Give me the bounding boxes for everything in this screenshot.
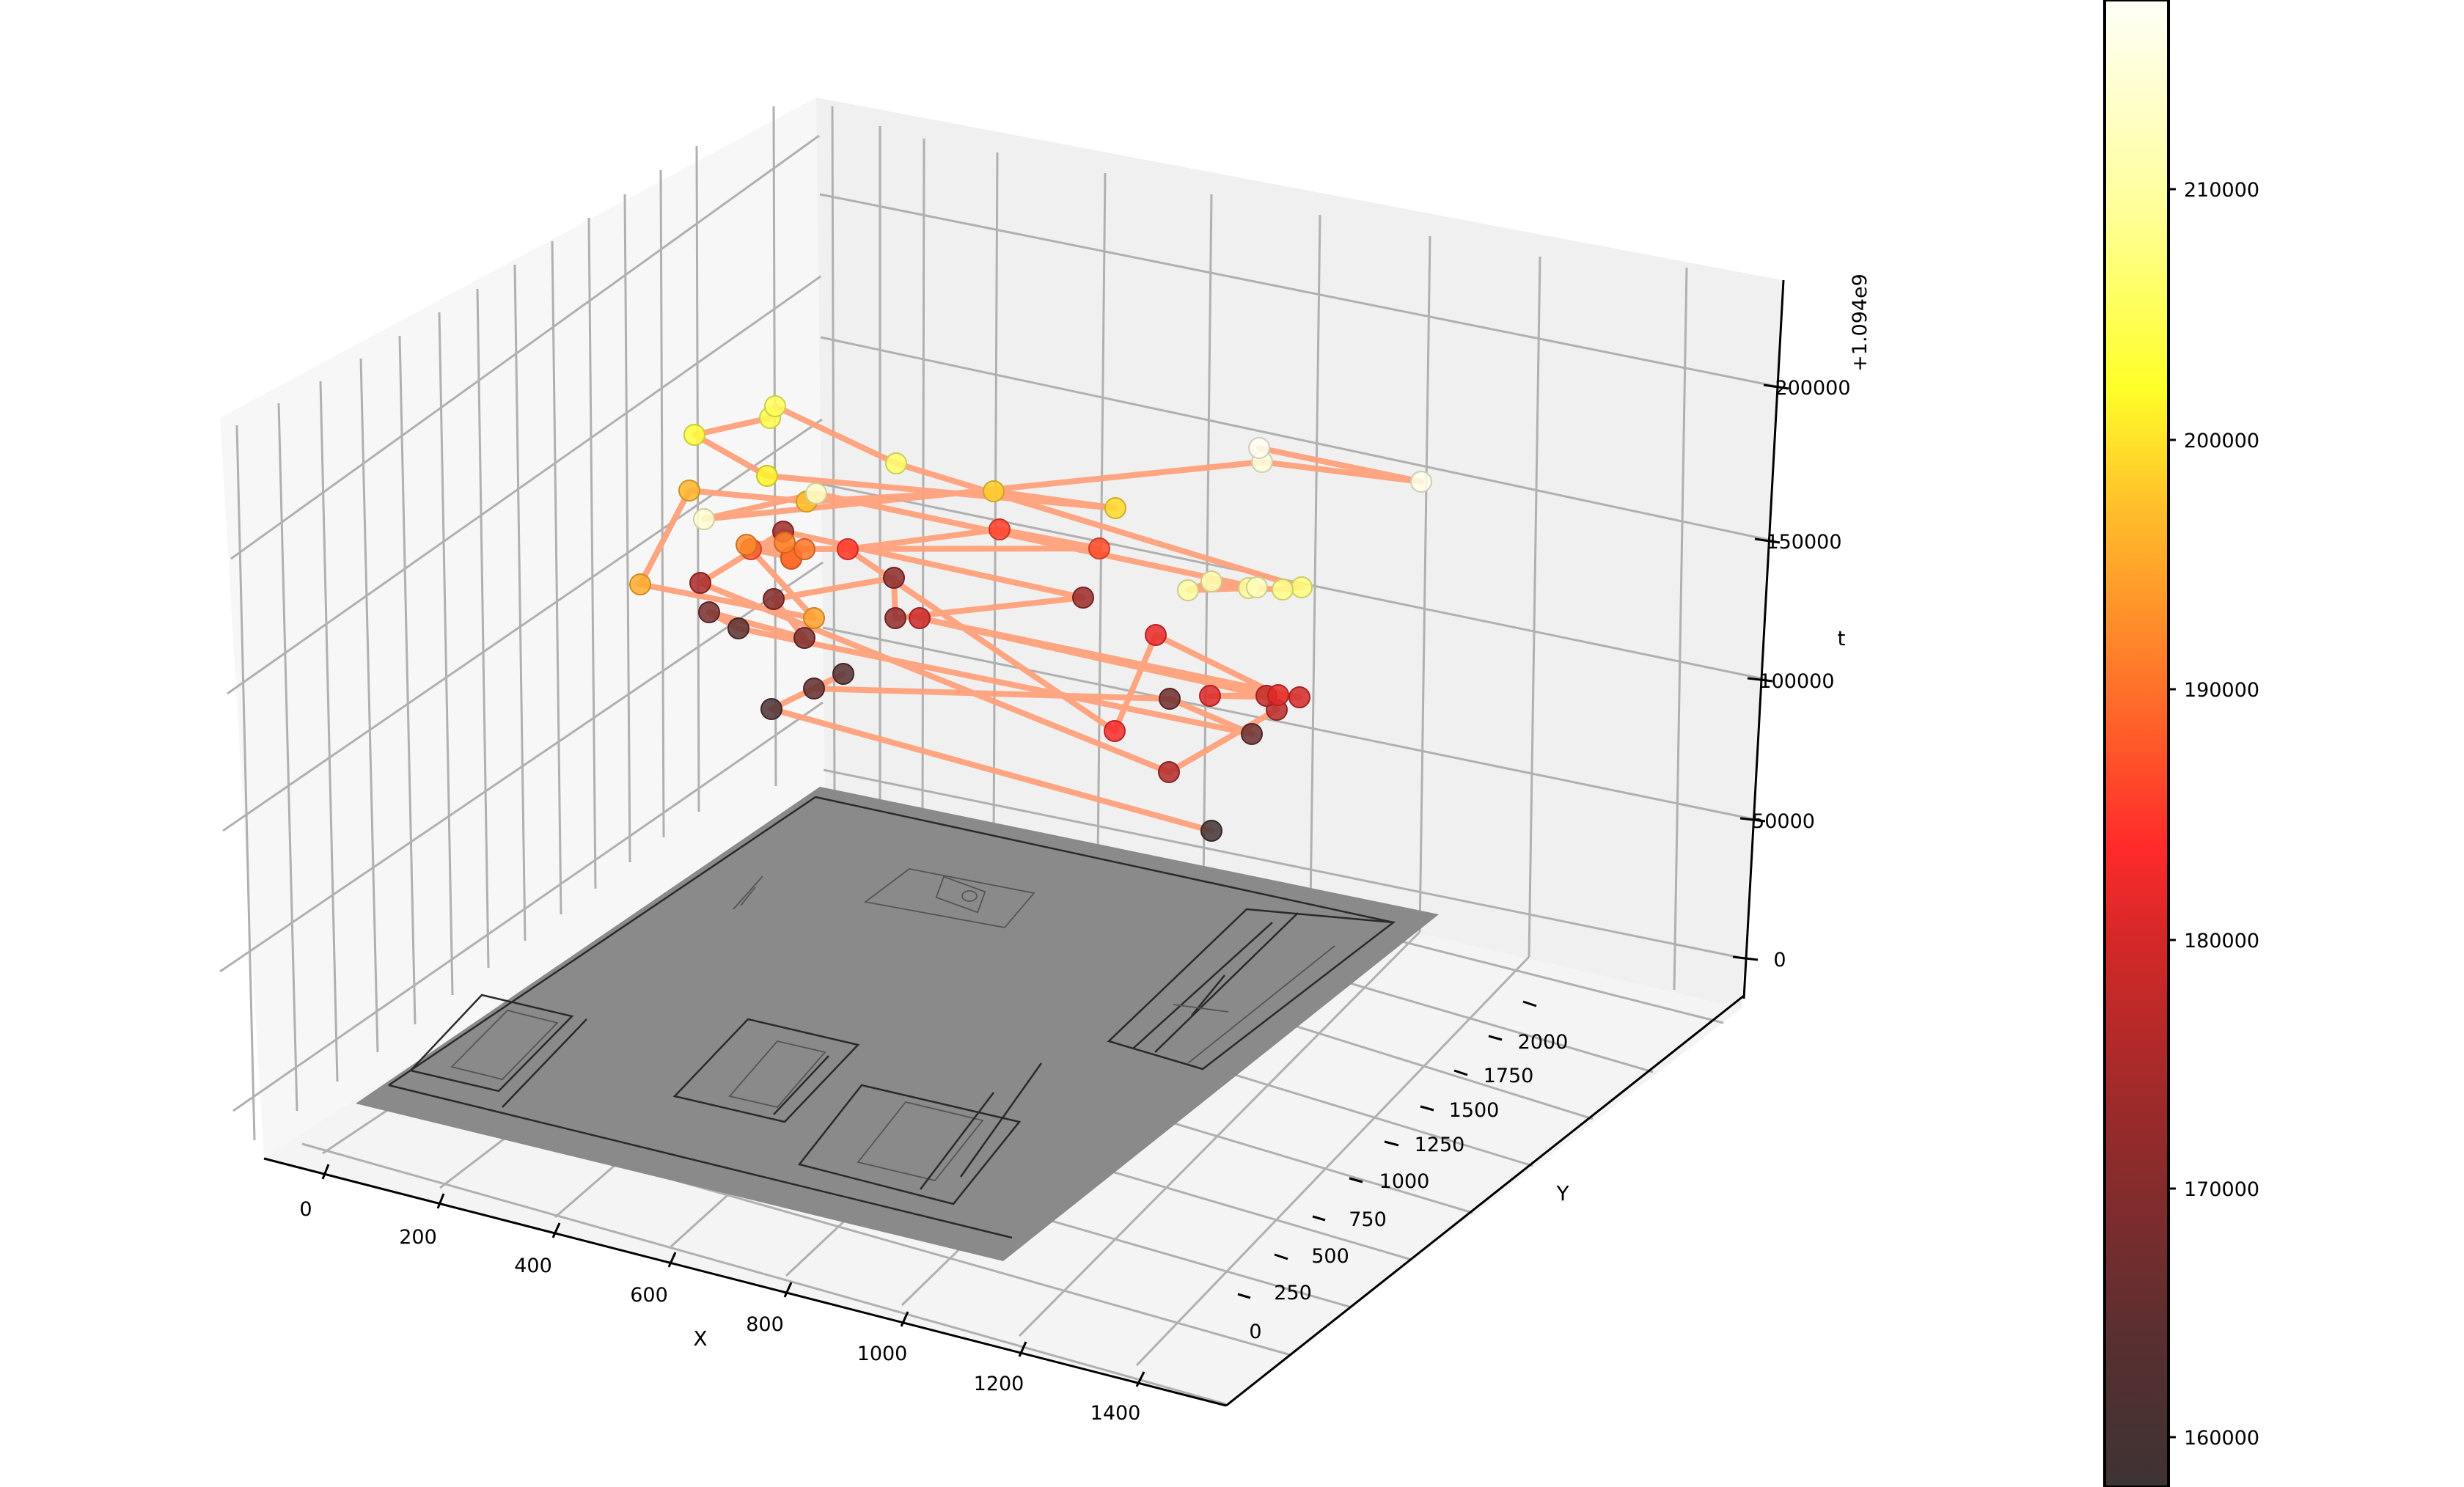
- data-point-marker: [1072, 587, 1094, 609]
- svg-text:0: 0: [1249, 1321, 1261, 1343]
- svg-text:800: 800: [746, 1313, 784, 1336]
- colorbar-tick-160000: 160000: [2184, 1427, 2259, 1450]
- data-point-marker: [764, 395, 786, 417]
- data-point-marker: [909, 607, 931, 629]
- x-axis-ticks: [321, 1164, 1145, 1387]
- svg-text:50000: 50000: [1752, 810, 1815, 833]
- data-point-marker: [1291, 576, 1313, 598]
- data-point-marker: [1246, 576, 1268, 598]
- data-point-marker: [727, 617, 749, 639]
- data-point-marker: [683, 424, 705, 446]
- x-axis-tick-labels: 0 200 400 600 800 1000 1200 1400: [299, 1198, 1140, 1425]
- back-pane: [816, 98, 1782, 1008]
- data-point-marker: [1200, 570, 1222, 592]
- data-point-marker: [1104, 720, 1126, 742]
- svg-text:200: 200: [399, 1226, 437, 1249]
- data-point-marker: [678, 480, 700, 502]
- data-point-marker: [1104, 497, 1126, 519]
- y-axis-ticks: [1237, 1000, 1537, 1299]
- colorbar-tick-180000: 180000: [2184, 930, 2259, 952]
- svg-text:400: 400: [514, 1255, 552, 1277]
- data-point-marker: [884, 607, 906, 629]
- z-axis-offset-label: +1.094e9: [1849, 273, 1871, 372]
- data-point-marker: [693, 508, 715, 530]
- svg-text:1000: 1000: [1379, 1170, 1430, 1193]
- left-pane: [220, 98, 825, 1159]
- colorbar-tick-170000: 170000: [2184, 1178, 2259, 1201]
- data-point-marker: [1159, 688, 1181, 710]
- data-point-marker: [983, 480, 1005, 502]
- data-point-marker: [629, 573, 651, 595]
- svg-text:1250: 1250: [1415, 1134, 1465, 1156]
- data-point-marker: [805, 482, 827, 504]
- data-point-marker: [883, 567, 905, 589]
- data-point-marker: [885, 452, 907, 474]
- data-point-marker: [832, 663, 854, 685]
- data-point-marker: [1288, 686, 1310, 708]
- y-axis-label: Y: [1555, 1181, 1569, 1205]
- data-point-marker: [837, 538, 859, 560]
- data-point-marker: [760, 698, 782, 720]
- axis-lines: [263, 279, 1785, 1407]
- data-point-marker: [756, 465, 778, 487]
- floor-plan-image: [356, 787, 1439, 1261]
- data-point-marker: [793, 627, 815, 649]
- data-point-marker: [1272, 579, 1294, 601]
- data-point-marker: [1177, 579, 1199, 601]
- svg-text:1750: 1750: [1484, 1065, 1534, 1087]
- y-axis-line: [1225, 994, 1745, 1407]
- data-point-marker: [1248, 437, 1270, 459]
- svg-text:500: 500: [1311, 1245, 1349, 1268]
- z-axis-tick-labels: 0 50000 100000 150000 200000: [1752, 377, 1850, 972]
- svg-text:0: 0: [299, 1198, 312, 1221]
- data-point-marker: [698, 601, 720, 623]
- z-axis-line: [1742, 279, 1785, 999]
- data-point-marker: [989, 518, 1011, 540]
- data-point-marker: [774, 532, 796, 554]
- z-axis-label: t: [1838, 626, 1846, 650]
- data-point-marker: [763, 588, 785, 610]
- svg-text:600: 600: [630, 1284, 668, 1307]
- svg-text:150000: 150000: [1766, 531, 1841, 554]
- svg-text:1200: 1200: [974, 1373, 1024, 1395]
- svg-text:2000: 2000: [1518, 1031, 1569, 1054]
- svg-text:250: 250: [1274, 1282, 1312, 1304]
- x-axis-line: [263, 1157, 1227, 1407]
- data-point-marker: [1145, 624, 1167, 646]
- data-point-marker: [1158, 761, 1180, 783]
- trajectory-markers: [629, 395, 1432, 842]
- svg-text:200000: 200000: [1775, 377, 1850, 400]
- svg-text:100000: 100000: [1759, 670, 1834, 693]
- z-axis-ticks: [1732, 383, 1789, 961]
- colorbar-tick-210000: 210000: [2184, 179, 2259, 202]
- data-point-marker: [1241, 723, 1263, 745]
- data-point-marker: [1200, 820, 1222, 842]
- svg-text:750: 750: [1349, 1208, 1387, 1231]
- data-point-marker: [1199, 685, 1221, 707]
- colorbar: 160000 170000 180000 190000 200000 21000…: [2103, 0, 2259, 1487]
- data-point-marker: [736, 534, 758, 556]
- data-point-marker: [1088, 537, 1110, 559]
- data-point-marker: [1410, 471, 1432, 493]
- data-point-marker: [689, 572, 711, 594]
- colorbar-tick-200000: 200000: [2184, 430, 2259, 452]
- data-point-marker: [803, 607, 825, 629]
- x-axis-label: X: [693, 1326, 707, 1351]
- data-point-marker: [793, 538, 815, 560]
- svg-text:1500: 1500: [1449, 1099, 1500, 1122]
- data-point-marker: [803, 678, 825, 700]
- y-axis-tick-labels: 0 250 500 750 1000 1250 1500 1750 2000: [1249, 1031, 1568, 1343]
- svg-text:0: 0: [1773, 949, 1786, 972]
- svg-text:1000: 1000: [857, 1343, 908, 1365]
- svg-text:1400: 1400: [1090, 1402, 1141, 1425]
- colorbar-gradient: [2105, 0, 2168, 1487]
- data-point-marker: [1267, 684, 1289, 706]
- colorbar-tick-190000: 190000: [2184, 679, 2259, 702]
